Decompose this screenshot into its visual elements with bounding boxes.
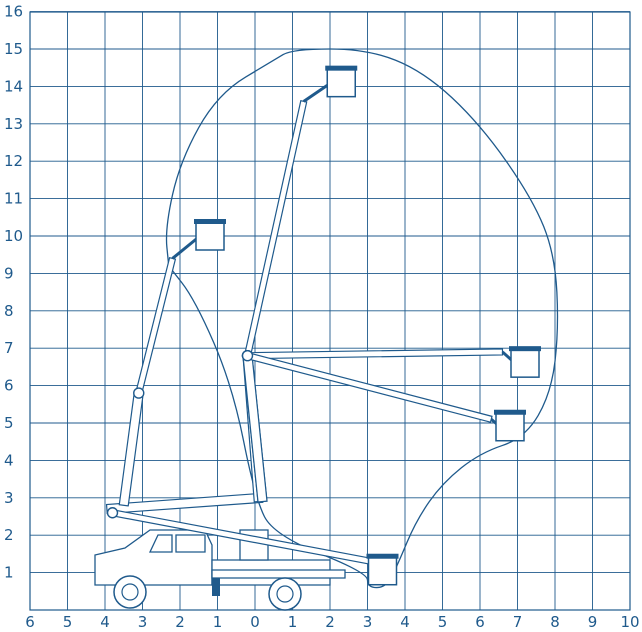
y-tick-label: 4 bbox=[4, 451, 14, 469]
truck-part bbox=[148, 534, 173, 553]
x-tick-label: 0 bbox=[250, 613, 260, 631]
x-tick-label: 7 bbox=[513, 613, 523, 631]
x-tick-label: 2 bbox=[175, 613, 185, 631]
y-tick-label: 14 bbox=[4, 77, 23, 95]
x-tick-label: 5 bbox=[438, 613, 448, 631]
x-tick-label: 6 bbox=[475, 613, 485, 631]
y-tick-label: 6 bbox=[4, 377, 14, 395]
y-tick-label: 11 bbox=[4, 190, 23, 208]
x-tick-label: 2 bbox=[325, 613, 335, 631]
y-tick-label: 7 bbox=[4, 339, 14, 357]
bucket bbox=[195, 221, 225, 251]
bucket-rim bbox=[494, 409, 526, 415]
boom-pivot bbox=[133, 387, 145, 399]
x-tick-label: 3 bbox=[363, 613, 373, 631]
x-tick-label: 1 bbox=[213, 613, 223, 631]
working-envelope bbox=[165, 48, 559, 589]
x-tick-label: 6 bbox=[25, 613, 35, 631]
wheel bbox=[113, 575, 147, 609]
x-tick-label: 8 bbox=[550, 613, 560, 631]
grid bbox=[29, 11, 631, 611]
boom-pivot bbox=[106, 507, 119, 519]
envelope-outline bbox=[165, 48, 559, 589]
truck-part bbox=[175, 534, 206, 553]
y-tick-label: 1 bbox=[4, 564, 14, 582]
y-tick-label: 8 bbox=[4, 302, 14, 320]
x-tick-label: 1 bbox=[288, 613, 298, 631]
bucket-rim bbox=[325, 65, 358, 71]
boom-positions bbox=[105, 65, 541, 586]
x-tick-label: 3 bbox=[138, 613, 148, 631]
lower-boom bbox=[118, 391, 144, 507]
x-axis-labels: 6 5 4 3 2 1 0 1 2 3 4 5 6 7 8 9 10 bbox=[25, 613, 639, 631]
aerial-lift-truck bbox=[94, 529, 346, 611]
bucket-rim bbox=[509, 346, 541, 352]
upper-boom bbox=[246, 352, 493, 423]
boom-pivot bbox=[241, 349, 254, 362]
y-tick-label: 3 bbox=[4, 489, 14, 507]
y-tick-label: 2 bbox=[4, 526, 14, 544]
y-tick-label: 5 bbox=[4, 414, 14, 432]
upper-boom bbox=[246, 348, 504, 360]
bucket bbox=[367, 555, 398, 586]
bucket-rim bbox=[366, 553, 399, 559]
truck-part bbox=[211, 569, 346, 579]
bucket bbox=[326, 67, 356, 98]
wheel bbox=[268, 577, 302, 611]
upper-boom bbox=[135, 256, 177, 395]
y-tick-label: 10 bbox=[4, 227, 23, 245]
outrigger bbox=[212, 578, 220, 596]
wheel-hub bbox=[276, 585, 294, 603]
wheel-hub bbox=[121, 583, 139, 601]
y-tick-label: 16 bbox=[4, 3, 23, 21]
upper-boom bbox=[243, 99, 308, 358]
x-tick-label: 9 bbox=[588, 613, 598, 631]
bucket-rim bbox=[194, 219, 226, 224]
bucket bbox=[510, 348, 540, 378]
x-tick-label: 10 bbox=[620, 613, 639, 631]
y-tick-label: 9 bbox=[4, 264, 14, 282]
x-tick-label: 4 bbox=[400, 613, 410, 631]
y-tick-label: 15 bbox=[4, 40, 23, 58]
x-tick-label: 4 bbox=[100, 613, 110, 631]
bucket bbox=[495, 411, 525, 442]
y-tick-label: 12 bbox=[4, 152, 23, 170]
y-tick-label: 13 bbox=[4, 115, 23, 133]
x-tick-label: 5 bbox=[63, 613, 73, 631]
